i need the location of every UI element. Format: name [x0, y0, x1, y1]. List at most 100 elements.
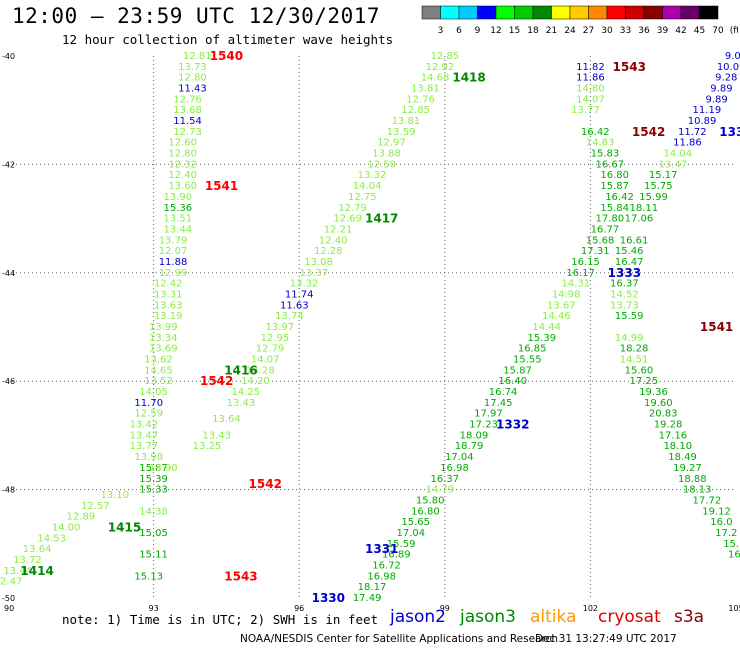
wave-height-value: 17.23 [469, 420, 498, 431]
track-time-label: 1416 [224, 363, 257, 377]
wave-height-value: 14.68 [421, 73, 450, 84]
wave-height-value: 13.64 [212, 414, 241, 425]
wave-height-value: 17.04 [397, 528, 426, 539]
track-time-label: 1540 [210, 49, 243, 63]
x-tick-label: 93 [149, 604, 159, 613]
wave-height-value: 14.99 [615, 333, 644, 344]
wave-height-value: 16.61 [620, 235, 649, 246]
wave-height-value: 12.79 [338, 203, 367, 214]
wave-height-value: 12.73 [173, 127, 202, 138]
wave-height-value: 13.52 [144, 376, 173, 387]
wave-height-value: 19.60 [644, 398, 673, 409]
wave-height-value: 13.81 [392, 116, 421, 127]
wave-height-value: 16.98 [440, 463, 469, 474]
chart-title: 12:00 — 23:59 UTC 12/30/2017 [12, 4, 381, 28]
track-time-label: 1415 [108, 521, 141, 535]
color-scale-tick: 6 [456, 26, 462, 36]
wave-height-value: 20.83 [649, 409, 678, 420]
x-tick-label: 105 [728, 604, 740, 613]
wave-height-value: 15.36 [164, 203, 193, 214]
color-scale-tick: 18 [527, 26, 539, 36]
wave-height-value: 15.11 [139, 550, 168, 561]
color-scale-tick: 15 [509, 26, 520, 36]
track-time-label: 1334 [719, 125, 740, 139]
y-tick-label: -44 [2, 269, 15, 278]
wave-height-value: 15. [723, 539, 739, 550]
wave-height-value: 13.32 [358, 170, 387, 181]
wave-height-value: 12.85 [401, 105, 430, 116]
color-scale-tick: 12 [490, 26, 501, 36]
wave-height-value: 14.04 [353, 181, 382, 192]
wave-height-value: 11.82 [576, 62, 605, 73]
wave-height-value: 12.75 [348, 192, 377, 203]
color-scale-swatch [699, 5, 719, 20]
x-tick-label: 90 [4, 604, 14, 613]
wave-height-value: 16.40 [498, 376, 527, 387]
wave-height-value: 15.87 [600, 181, 629, 192]
wave-height-value: 14.07 [251, 355, 280, 366]
color-scale-tick: 45 [694, 26, 705, 36]
wave-height-value: 13.74 [275, 311, 304, 322]
wave-height-value: 18.10 [663, 441, 692, 452]
wave-height-value: 13.77 [571, 105, 600, 116]
wave-height-value: 14.51 [620, 355, 649, 366]
wave-height-value: 14.98 [552, 289, 581, 300]
wave-height-value: 13.69 [149, 344, 178, 355]
wave-height-value: 16.17 [566, 268, 595, 279]
wave-height-value: 12.40 [168, 170, 197, 181]
wave-height-value: 13.51 [164, 214, 193, 225]
wave-height-value: 12.57 [81, 501, 110, 512]
wave-height-value: 15.46 [615, 246, 644, 257]
wave-height-value: 16.0 [710, 517, 732, 528]
wave-height-value: 17.49 [353, 593, 382, 604]
color-scale-tick: 33 [620, 26, 631, 36]
wave-height-value: 11.86 [673, 138, 702, 149]
wave-height-value: 14.65 [144, 365, 173, 376]
wave-height-value: 12.80 [168, 149, 197, 160]
wave-height-value: 12.32 [168, 159, 197, 170]
wave-height-value: 17.25 [629, 376, 658, 387]
wave-height-value: 18.13 [683, 485, 712, 496]
wave-height-value: 16.47 [615, 257, 644, 268]
wave-height-value: 15.83 [591, 149, 620, 160]
wave-height-value: 12.92 [426, 62, 455, 73]
track-time-label: 1541 [205, 179, 238, 193]
wave-height-value: 14.31 [562, 279, 591, 290]
wave-height-value: 11.63 [280, 300, 309, 311]
track-time-label: 1414 [20, 564, 53, 578]
x-tick-label: 96 [294, 604, 304, 613]
wave-height-value: 13.34 [149, 333, 178, 344]
wave-height-value: 15.75 [644, 181, 673, 192]
wave-height-value: 17.72 [693, 495, 722, 506]
wave-height-value: 13.10 [100, 490, 129, 501]
wave-height-value: 12.99 [159, 268, 188, 279]
wave-height-value: 13.64 [23, 544, 52, 555]
wave-height-value: 15.65 [401, 517, 430, 528]
wave-height-value: 11.88 [159, 257, 188, 268]
wave-height-value: 13.73 [610, 300, 639, 311]
wave-height-value: 11.54 [173, 116, 202, 127]
wave-height-value: 12.97 [377, 138, 406, 149]
wave-height-value: 16.85 [518, 344, 547, 355]
wave-height-value: 15.59 [615, 311, 644, 322]
wave-height-value: 16.77 [591, 224, 620, 235]
wave-height-value: 14.44 [532, 322, 561, 333]
wave-height-value: 15.99 [639, 192, 668, 203]
wave-height-value: 18.28 [620, 344, 649, 355]
wave-height-value: 13.90 [149, 463, 178, 474]
wave-height-value: 12.60 [168, 138, 197, 149]
wave-height-value: 13.68 [173, 105, 202, 116]
wave-height-value: 13.59 [387, 127, 416, 138]
wave-height-value: 13.60 [168, 181, 197, 192]
track-time-label: 1418 [452, 71, 485, 85]
wave-height-value: 10.89 [688, 116, 717, 127]
wave-height-value: 13.63 [154, 300, 183, 311]
wave-height-value: 13.47 [130, 430, 159, 441]
wave-height-value: 11.43 [178, 84, 207, 95]
color-scale-tick: 27 [583, 26, 594, 36]
legend-altika: altika [530, 607, 577, 627]
legend-cryosat: cryosat [598, 607, 661, 627]
wave-height-value: 16. [728, 550, 740, 561]
wave-height-value: 11.70 [134, 398, 163, 409]
